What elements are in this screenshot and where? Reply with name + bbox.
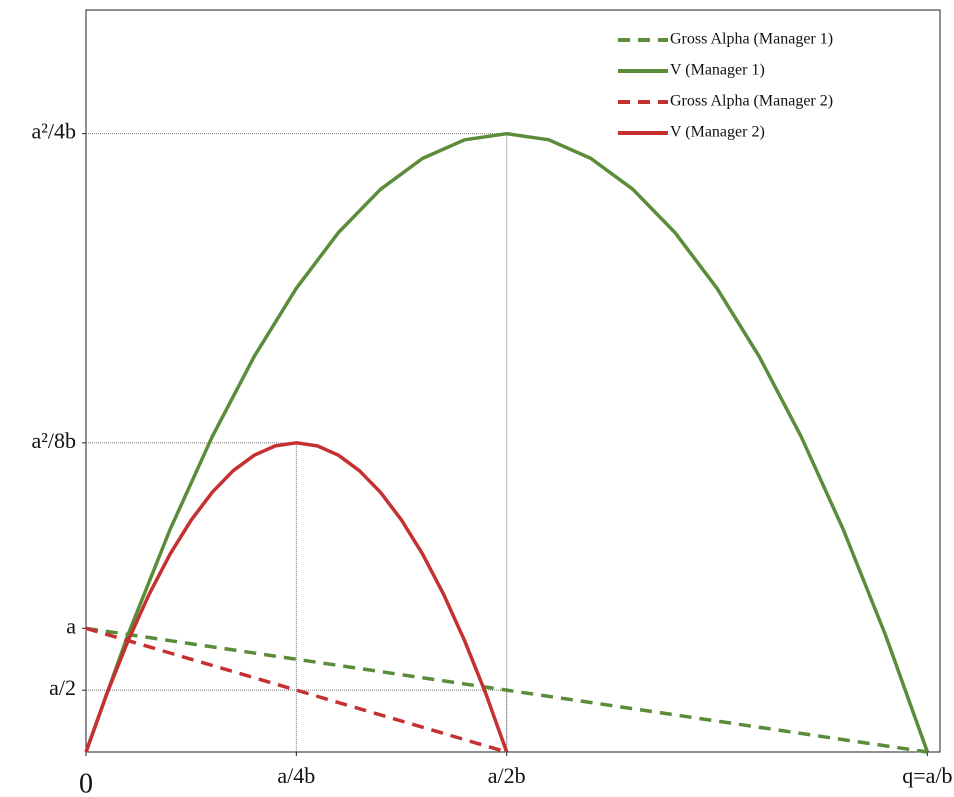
x-tick-label: a/4b bbox=[277, 763, 315, 788]
series-line bbox=[84, 131, 930, 753]
y-tick-label: a²/8b bbox=[32, 428, 76, 453]
x-tick-label: 0 bbox=[79, 768, 93, 797]
x-tick-label: a/2b bbox=[488, 763, 526, 788]
legend-label: V (Manager 1) bbox=[670, 62, 765, 79]
y-tick-label: a bbox=[66, 613, 76, 638]
legend-label: Gross Alpha (Manager 1) bbox=[670, 31, 833, 48]
plot-frame bbox=[85, 9, 941, 753]
legend-label: Gross Alpha (Manager 2) bbox=[670, 93, 833, 110]
y-tick-label: a/2 bbox=[49, 675, 76, 700]
y-tick-label: a²/4b bbox=[32, 119, 76, 144]
series-line bbox=[84, 441, 509, 753]
series-line bbox=[85, 626, 928, 754]
x-tick-label: q=a/b bbox=[902, 763, 952, 788]
series-line bbox=[85, 626, 508, 754]
legend-label: V (Manager 2) bbox=[670, 124, 765, 141]
